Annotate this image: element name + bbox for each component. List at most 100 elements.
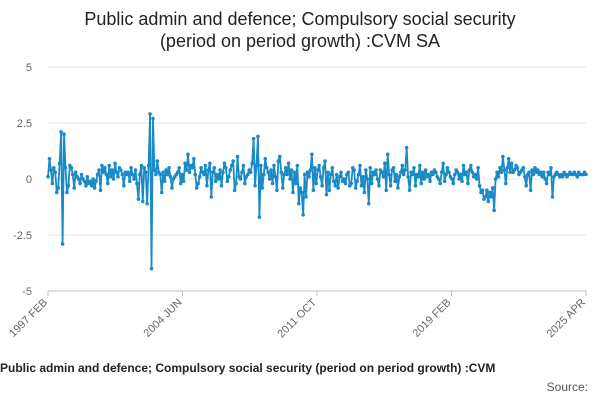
- data-point: [130, 172, 135, 177]
- data-point: [209, 195, 214, 199]
- data-point: [404, 145, 409, 150]
- data-point: [377, 183, 381, 188]
- data-point: [480, 188, 485, 192]
- data-point: [327, 188, 332, 192]
- data-point: [291, 190, 295, 195]
- data-point: [560, 174, 565, 179]
- x-tick-label: 2019 FEB: [411, 297, 454, 340]
- data-point: [60, 242, 65, 246]
- data-point: [206, 168, 211, 172]
- data-point: [383, 161, 387, 166]
- data-point: [202, 172, 206, 177]
- data-point: [89, 183, 94, 188]
- data-point: [346, 170, 351, 175]
- data-point: [155, 159, 160, 163]
- data-point: [52, 166, 56, 170]
- data-point: [331, 179, 336, 184]
- data-point: [266, 170, 270, 175]
- data-point: [410, 172, 415, 177]
- y-tick-label: -5: [22, 286, 32, 298]
- data-point: [317, 163, 321, 168]
- data-point: [165, 172, 170, 177]
- data-point: [135, 181, 139, 186]
- data-point: [406, 174, 410, 179]
- data-point: [94, 179, 98, 184]
- data-point: [292, 170, 297, 175]
- data-point: [107, 163, 112, 168]
- data-point: [197, 174, 202, 179]
- data-point: [46, 174, 50, 179]
- data-point: [451, 181, 456, 186]
- data-point: [245, 172, 250, 177]
- data-point: [547, 172, 552, 177]
- data-point: [181, 179, 186, 184]
- data-point: [391, 166, 396, 170]
- data-point: [114, 170, 119, 175]
- data-point: [320, 183, 324, 188]
- x-tick-label: 2025 APR: [545, 297, 589, 341]
- data-point: [307, 174, 311, 179]
- data-point: [466, 181, 470, 186]
- data-point: [224, 166, 228, 170]
- data-point: [178, 181, 183, 186]
- data-point: [400, 163, 405, 168]
- data-point: [302, 172, 307, 177]
- data-point: [323, 159, 327, 163]
- data-point: [111, 177, 116, 181]
- data-point: [349, 181, 354, 186]
- data-point: [85, 174, 90, 179]
- data-point: [584, 172, 588, 177]
- data-point: [289, 168, 294, 172]
- data-point: [288, 177, 292, 181]
- data-point: [372, 172, 377, 177]
- data-point: [301, 213, 305, 217]
- data-point: [269, 168, 273, 172]
- data-point: [69, 166, 74, 170]
- data-point: [374, 168, 378, 172]
- data-point: [216, 177, 221, 181]
- data-point: [361, 174, 365, 179]
- data-point: [506, 157, 511, 161]
- data-point: [531, 172, 536, 177]
- data-point: [336, 186, 340, 190]
- data-point: [97, 168, 101, 172]
- data-point: [358, 163, 362, 168]
- data-point: [509, 161, 514, 166]
- data-point: [180, 172, 184, 177]
- data-point: [50, 181, 55, 186]
- data-point: [457, 177, 461, 181]
- data-point: [175, 170, 180, 175]
- data-point: [381, 174, 386, 179]
- data-point: [213, 179, 218, 184]
- data-point: [152, 168, 157, 172]
- data-point: [238, 177, 243, 181]
- data-point: [364, 168, 368, 172]
- data-point: [162, 179, 167, 184]
- data-point: [199, 166, 203, 170]
- data-point: [196, 181, 200, 186]
- data-point: [270, 181, 275, 186]
- data-point: [355, 179, 359, 184]
- data-point: [47, 157, 52, 161]
- data-point: [203, 163, 208, 168]
- data-point: [452, 172, 457, 177]
- data-point: [119, 168, 123, 172]
- data-point: [420, 170, 425, 175]
- data-point: [333, 183, 338, 188]
- data-point: [190, 166, 195, 170]
- data-point: [470, 170, 475, 175]
- data-point: [70, 172, 75, 177]
- data-point: [334, 172, 339, 177]
- data-point: [263, 157, 268, 161]
- data-point: [218, 168, 222, 172]
- data-point: [444, 172, 448, 177]
- data-point: [399, 170, 403, 175]
- data-point: [72, 186, 77, 190]
- data-point: [422, 177, 426, 181]
- data-point: [434, 170, 438, 175]
- data-point: [167, 166, 171, 170]
- data-point: [445, 166, 450, 170]
- x-tick-label: 1997 FEB: [7, 297, 50, 340]
- data-point: [342, 177, 346, 181]
- data-point: [84, 183, 88, 188]
